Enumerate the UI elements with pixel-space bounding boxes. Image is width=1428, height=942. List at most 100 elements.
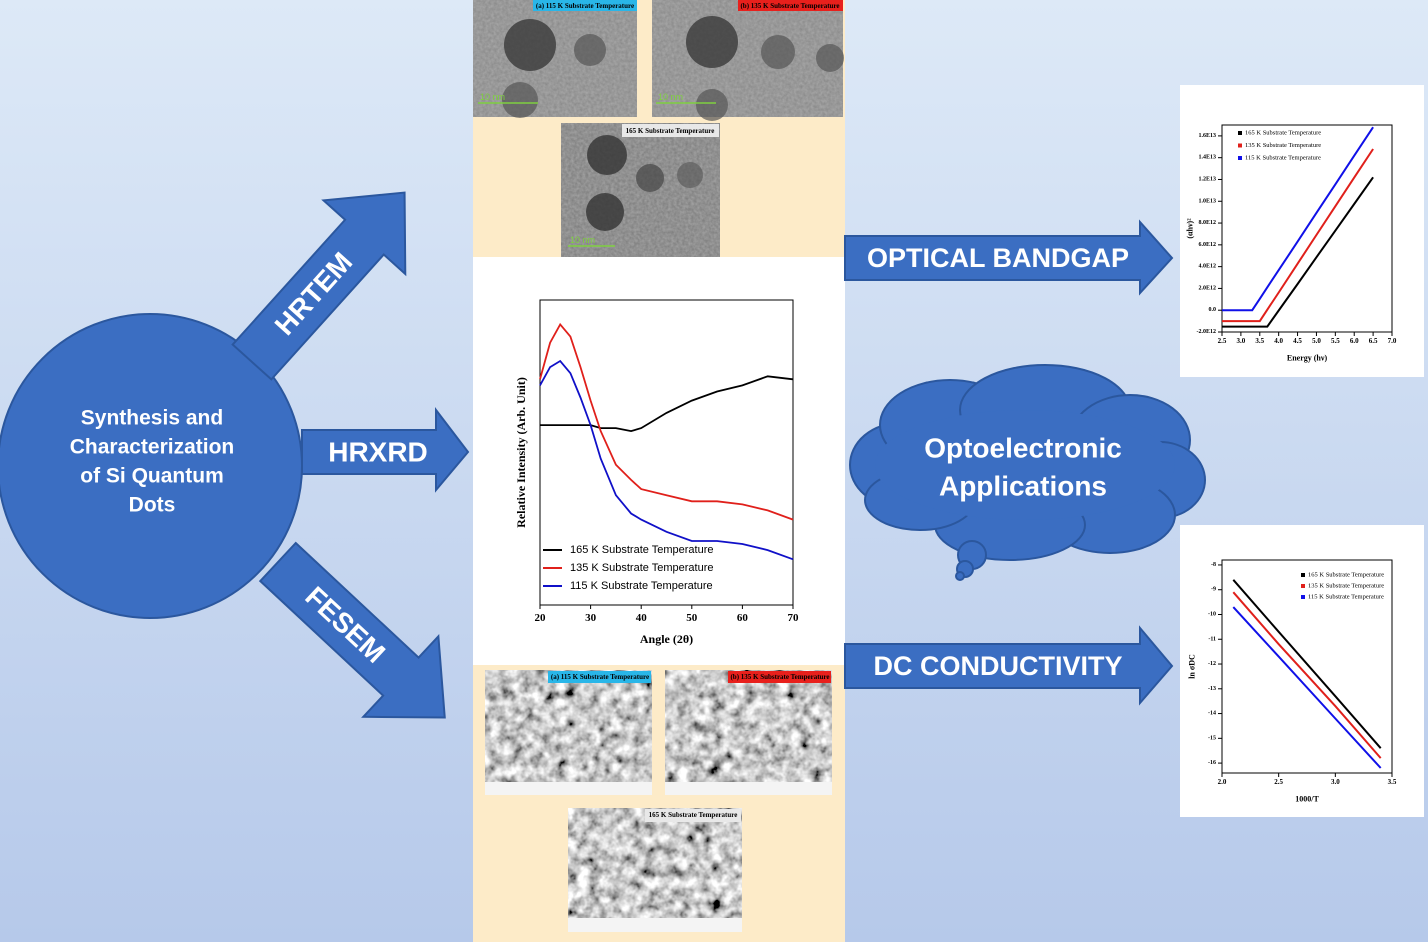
- cloud-fill: [875, 410, 1175, 520]
- y-tick-label: 8.0E12: [1198, 220, 1216, 226]
- hrtem-image-a: (a) 115 K Substrate Temperature 10 nm: [473, 0, 637, 118]
- x-tick-label: 40: [636, 612, 648, 624]
- series-line: [540, 375, 794, 433]
- x-tick-label: 2.5: [1218, 337, 1227, 345]
- x-tick-label: 70: [788, 612, 800, 624]
- y-axis-label: Relative Intensity (Arb. Unit): [514, 377, 528, 528]
- hrtem-image-b: (b) 135 K Substrate Temperature 10 nm: [652, 0, 844, 121]
- y-tick-label: 0.0: [1209, 307, 1217, 313]
- fesem-image-c: 165 K Substrate Temperature: [568, 808, 742, 932]
- arrow-label: OPTICAL BANDGAP: [867, 243, 1129, 273]
- x-tick-label: 2.5: [1274, 778, 1283, 786]
- x-tick-label: 50: [686, 612, 698, 624]
- x-tick-label: 3.0: [1331, 778, 1340, 786]
- y-tick-label: -10: [1208, 611, 1216, 617]
- legend-swatch: [1301, 573, 1305, 577]
- x-tick-label: 5.5: [1331, 337, 1340, 345]
- center-label: Synthesis and: [81, 407, 223, 430]
- x-tick-label: 6.5: [1369, 337, 1378, 345]
- y-tick-label: 1.0E13: [1198, 198, 1216, 204]
- x-axis-label: 1000/T: [1295, 795, 1319, 804]
- arrow-label: HRXRD: [328, 437, 428, 468]
- x-tick-label: 4.5: [1293, 337, 1302, 345]
- conductivity-arrow: DC CONDUCTIVITY: [844, 625, 1174, 706]
- x-tick-label: 6.0: [1350, 337, 1359, 345]
- x-tick-label: 4.0: [1274, 337, 1283, 345]
- y-axis-label: (αhν)²: [1186, 218, 1195, 239]
- y-tick-label: 1.6E13: [1198, 133, 1216, 139]
- y-axis-label: ln σDC: [1188, 654, 1197, 679]
- legend-swatch: [1238, 143, 1242, 148]
- fesem-label: (b) 135 K Substrate Temperature: [730, 673, 829, 681]
- x-tick-label: 7.0: [1388, 337, 1397, 345]
- xrd-panel-bg: [473, 257, 845, 665]
- series-line: [539, 359, 794, 561]
- legend-swatch: [1238, 156, 1242, 160]
- bandgap-chart-bg: [1180, 85, 1424, 377]
- legend-label: 135 K Substrate Temperature: [570, 562, 714, 574]
- y-tick-label: 6.0E12: [1198, 242, 1216, 248]
- legend-label: 115 K Substrate Temperature: [1245, 155, 1321, 162]
- legend-swatch: [1238, 131, 1242, 135]
- legend-swatch: [1301, 584, 1305, 588]
- plot-frame: [1221, 124, 1393, 333]
- y-tick-label: 4.0E12: [1198, 264, 1216, 270]
- x-tick-label: 2.0: [1218, 778, 1227, 786]
- center-label: of Si Quantum: [80, 465, 224, 488]
- legend-label: 115 K Substrate Temperature: [1308, 594, 1384, 601]
- x-tick-label: 30: [585, 612, 597, 624]
- hrtem-label: 165 K Substrate Temperature: [626, 127, 715, 135]
- x-tick-label: 20: [535, 612, 547, 624]
- x-tick-label: 60: [737, 612, 749, 624]
- plot-frame: [1221, 559, 1393, 774]
- center-label: Dots: [129, 494, 176, 517]
- y-tick-label: 1.4E13: [1198, 155, 1216, 161]
- series-line: [1222, 126, 1374, 312]
- hrtem-label: (b) 135 K Substrate Temperature: [740, 2, 839, 10]
- x-axis-label: Energy (hν): [1287, 354, 1328, 363]
- legend-label: 135 K Substrate Temperature: [1308, 583, 1384, 590]
- x-tick-label: 3.0: [1237, 337, 1246, 345]
- x-tick-label: 3.5: [1255, 337, 1264, 345]
- y-tick-label: -13: [1208, 686, 1216, 692]
- y-tick-label: -12: [1208, 661, 1216, 667]
- fesem-label: (a) 115 K Substrate Temperature: [551, 673, 649, 681]
- y-tick-label: -2.0E12: [1197, 329, 1217, 335]
- series-line: [539, 322, 794, 521]
- legend-label: 165 K Substrate Temperature: [570, 544, 714, 556]
- hrxrd-arrow: HRXRD: [301, 407, 470, 493]
- series-line: [1232, 591, 1382, 759]
- plot-frame: [539, 299, 794, 606]
- y-tick-label: -9: [1211, 587, 1216, 593]
- fesem-image-a: (a) 115 K Substrate Temperature: [485, 670, 652, 795]
- series-line: [1232, 579, 1382, 749]
- x-tick-label: 5.0: [1312, 337, 1321, 345]
- hrtem-label: (a) 115 K Substrate Temperature: [536, 2, 634, 10]
- legend-swatch: [1301, 595, 1305, 599]
- legend-label: 165 K Substrate Temperature: [1245, 130, 1321, 137]
- legend-label: 135 K Substrate Temperature: [1245, 142, 1321, 149]
- series-line: [1232, 606, 1382, 769]
- y-tick-label: -15: [1208, 735, 1216, 741]
- y-tick-label: -11: [1208, 636, 1216, 642]
- scale-bar-label: 10 nm: [570, 235, 595, 245]
- y-tick-label: -14: [1208, 711, 1216, 717]
- y-tick-label: -16: [1208, 760, 1216, 766]
- cloud-label: Applications: [939, 471, 1107, 502]
- legend-label: 165 K Substrate Temperature: [1308, 572, 1384, 579]
- hrtem-image-c: 165 K Substrate Temperature 10 nm: [561, 123, 720, 257]
- x-tick-label: 3.5: [1388, 778, 1397, 786]
- series-line: [1222, 148, 1374, 323]
- x-axis-label: Angle (2θ): [640, 632, 693, 646]
- fesem-label: 165 K Substrate Temperature: [649, 811, 738, 819]
- arrow-label: DC CONDUCTIVITY: [874, 651, 1123, 681]
- center-label: Characterization: [70, 436, 235, 459]
- bandgap-arrow: OPTICAL BANDGAP: [844, 219, 1174, 296]
- fesem-image-b: (b) 135 K Substrate Temperature: [665, 670, 832, 795]
- scale-bar-label: 10 nm: [480, 92, 505, 102]
- y-tick-label: 1.2E13: [1198, 176, 1216, 182]
- legend-label: 115 K Substrate Temperature: [570, 580, 713, 592]
- cloud-label: Optoelectronic: [924, 433, 1122, 464]
- scale-bar-label: 10 nm: [658, 92, 683, 102]
